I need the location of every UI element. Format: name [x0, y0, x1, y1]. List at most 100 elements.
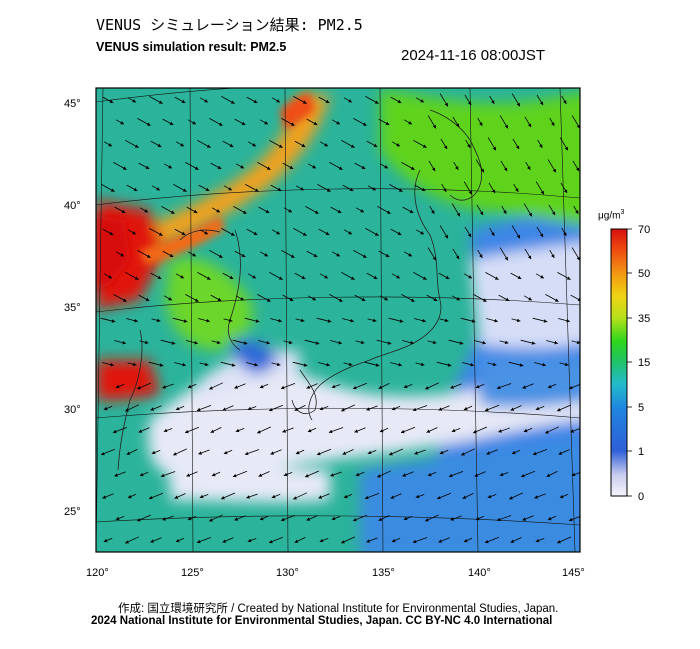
- wind-arrow-head: [360, 340, 365, 345]
- wind-arrow-head: [523, 428, 528, 433]
- colorbar-label-0: 0: [638, 491, 644, 503]
- wind-arrow-head: [515, 188, 519, 192]
- wind-arrow-head: [160, 473, 165, 478]
- wind-arrow-head: [306, 517, 311, 521]
- wind-arrow-head: [192, 121, 196, 125]
- wind-arrow-head: [456, 212, 460, 217]
- wind-arrow-head: [288, 340, 293, 345]
- wind-arrow-head: [563, 189, 568, 194]
- wind-arrow-head: [180, 275, 184, 279]
- wind-arrow-head: [515, 145, 520, 150]
- wind-arrow-head: [252, 143, 256, 147]
- title-japanese: VENUS シミュレーション結果: PM2.5: [96, 16, 363, 34]
- wind-arrow-head: [216, 340, 221, 345]
- wind-arrow-head: [290, 122, 295, 126]
- wind-arrow-head: [479, 122, 483, 126]
- wind-arrow-head: [408, 121, 412, 125]
- wind-arrow-head: [205, 187, 210, 191]
- wind-arrow-head: [234, 517, 238, 521]
- wind-arrow-head: [204, 362, 209, 367]
- wind-arrow-head: [431, 167, 436, 172]
- wind-arrow-head: [503, 167, 508, 172]
- wind-arrow-head: [209, 518, 213, 522]
- wind-arrow-head: [266, 340, 270, 345]
- wind-arrow-head: [479, 254, 483, 258]
- wind-arrow-head: [348, 231, 352, 235]
- wind-arrow-head: [174, 495, 179, 499]
- wind-arrow-head: [433, 297, 438, 301]
- wind-arrow-head: [149, 495, 153, 500]
- wind-arrow-head: [221, 496, 225, 500]
- wind-arrow-head: [389, 452, 393, 456]
- wind-arrow-head: [355, 472, 360, 477]
- wind-arrow-head: [542, 362, 546, 367]
- wind-arrow-head: [410, 166, 415, 170]
- wind-arrow-head: [264, 121, 268, 125]
- wind-arrow-head: [145, 165, 150, 169]
- wind-arrow-head: [300, 187, 304, 191]
- wind-arrow-head: [209, 386, 213, 390]
- wind-arrow-head: [527, 255, 532, 260]
- wind-arrow-head: [420, 362, 425, 367]
- wind-arrow-head: [269, 540, 273, 544]
- wind-arrow-head: [432, 256, 436, 261]
- wind-arrow-head: [258, 473, 263, 477]
- wind-arrow-head: [468, 275, 472, 279]
- map-frame: [95, 87, 581, 553]
- wind-arrow-head: [163, 428, 168, 433]
- wind-arrow-head: [302, 232, 307, 236]
- wind-arrow-head: [111, 319, 116, 323]
- wind-arrow-head: [138, 429, 143, 433]
- wind-arrow-head: [421, 187, 426, 191]
- wind-arrow-head: [204, 99, 208, 103]
- wind-arrow-head: [531, 341, 536, 345]
- wind-arrow-head: [151, 450, 156, 455]
- wind-arrow-head: [234, 385, 238, 389]
- wind-arrow-head: [535, 538, 540, 543]
- wind-arrow-head: [170, 210, 175, 214]
- wind-arrow-head: [398, 188, 403, 192]
- wind-arrow-head: [181, 231, 186, 235]
- wind-arrow-head: [265, 209, 270, 213]
- wind-arrow-head: [185, 430, 189, 434]
- wind-arrow-head: [539, 233, 544, 238]
- wind-arrow-head: [463, 538, 468, 543]
- wind-arrow-head: [475, 516, 480, 521]
- colorbar-label-15: 15: [638, 357, 650, 369]
- wind-arrow-head: [496, 517, 501, 522]
- wind-arrow-head: [437, 496, 441, 500]
- wind-arrow-head: [449, 473, 453, 478]
- wind-arrow-head: [194, 340, 198, 345]
- wind-arrow-head: [422, 276, 427, 280]
- wind-arrow-head: [443, 145, 448, 150]
- wind-arrow-head: [325, 231, 330, 235]
- wind-arrow-head: [402, 473, 406, 477]
- wind-arrow-head: [410, 340, 414, 345]
- wind-arrow-head: [456, 297, 460, 301]
- wind-arrow-head: [218, 254, 223, 258]
- wind-arrow-head: [193, 209, 198, 213]
- lat-label-45: 45°: [64, 98, 81, 110]
- wind-arrow-head: [378, 385, 383, 389]
- wind-arrow-head: [401, 429, 405, 434]
- title-english: VENUS simulation result: PM2.5: [96, 40, 287, 54]
- wind-arrow-head: [194, 166, 199, 170]
- wind-arrow-head: [121, 209, 126, 213]
- wind-arrow-head: [319, 406, 324, 411]
- wind-arrow-head: [543, 319, 548, 323]
- wind-arrow-head: [551, 211, 556, 216]
- wind-arrow-head: [276, 99, 280, 103]
- wind-arrow-head: [271, 494, 276, 499]
- wind-arrow-head: [244, 451, 249, 456]
- wind-arrow-head: [266, 166, 271, 170]
- wind-arrow-head: [168, 297, 172, 301]
- wind-arrow-head: [366, 407, 370, 411]
- wind-arrow-head: [534, 495, 538, 499]
- wind-arrow-head: [354, 429, 359, 433]
- wind-arrow-head: [461, 452, 465, 456]
- wind-arrow-head: [108, 275, 112, 279]
- wind-arrow-head: [539, 144, 543, 148]
- colorbar-label-1: 1: [638, 446, 644, 458]
- wind-arrow-head: [516, 318, 521, 323]
- wind-arrow-head: [254, 188, 259, 192]
